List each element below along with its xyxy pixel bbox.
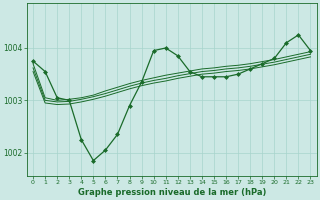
X-axis label: Graphe pression niveau de la mer (hPa): Graphe pression niveau de la mer (hPa) xyxy=(77,188,266,197)
